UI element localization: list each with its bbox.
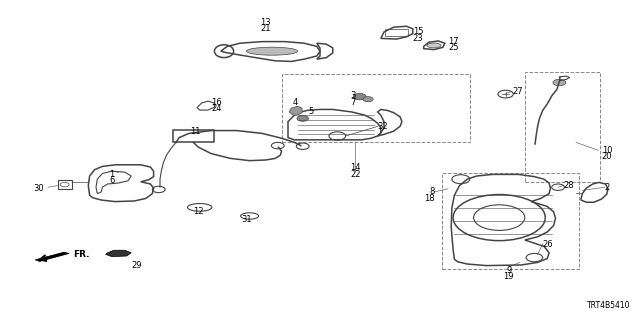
Text: 2: 2 <box>605 183 610 192</box>
Ellipse shape <box>246 47 298 55</box>
Circle shape <box>297 116 308 121</box>
Text: FR.: FR. <box>74 250 90 259</box>
Text: 10: 10 <box>602 146 612 155</box>
Text: 32: 32 <box>378 122 388 131</box>
Circle shape <box>553 79 566 86</box>
Polygon shape <box>289 106 302 115</box>
Text: 29: 29 <box>131 261 141 270</box>
Polygon shape <box>106 250 131 257</box>
Text: 25: 25 <box>448 44 458 52</box>
Text: 5: 5 <box>308 108 314 116</box>
Text: 19: 19 <box>504 272 514 281</box>
Text: 23: 23 <box>413 34 424 43</box>
Text: 28: 28 <box>563 181 574 190</box>
Text: 11: 11 <box>190 127 200 136</box>
Text: 30: 30 <box>33 184 44 193</box>
Text: 1: 1 <box>109 170 115 179</box>
Text: 9: 9 <box>506 266 511 275</box>
Text: 31: 31 <box>241 215 252 224</box>
Text: 17: 17 <box>448 37 459 46</box>
Polygon shape <box>35 252 69 261</box>
Text: 20: 20 <box>602 152 612 161</box>
Text: 15: 15 <box>413 28 423 36</box>
Bar <box>173 130 214 142</box>
Text: 22: 22 <box>350 170 360 179</box>
Bar <box>282 74 470 142</box>
Text: 6: 6 <box>109 176 115 185</box>
Text: 27: 27 <box>512 87 523 96</box>
Text: 8: 8 <box>430 188 435 196</box>
Text: TRT4B5410: TRT4B5410 <box>587 301 630 310</box>
Circle shape <box>363 97 373 102</box>
Text: 3: 3 <box>350 92 355 100</box>
Ellipse shape <box>427 43 441 48</box>
Text: 24: 24 <box>211 104 221 113</box>
Bar <box>525 72 600 182</box>
Text: 7: 7 <box>350 98 355 107</box>
Text: 13: 13 <box>260 18 271 27</box>
Bar <box>442 173 579 269</box>
Text: 4: 4 <box>292 98 298 107</box>
Text: 26: 26 <box>543 240 554 249</box>
Text: 14: 14 <box>350 164 360 172</box>
Circle shape <box>353 93 366 100</box>
Text: 16: 16 <box>211 98 222 107</box>
Text: 18: 18 <box>424 194 435 203</box>
Bar <box>385 29 408 36</box>
Bar <box>58 180 72 189</box>
Text: 12: 12 <box>193 207 204 216</box>
Text: 21: 21 <box>260 24 271 33</box>
